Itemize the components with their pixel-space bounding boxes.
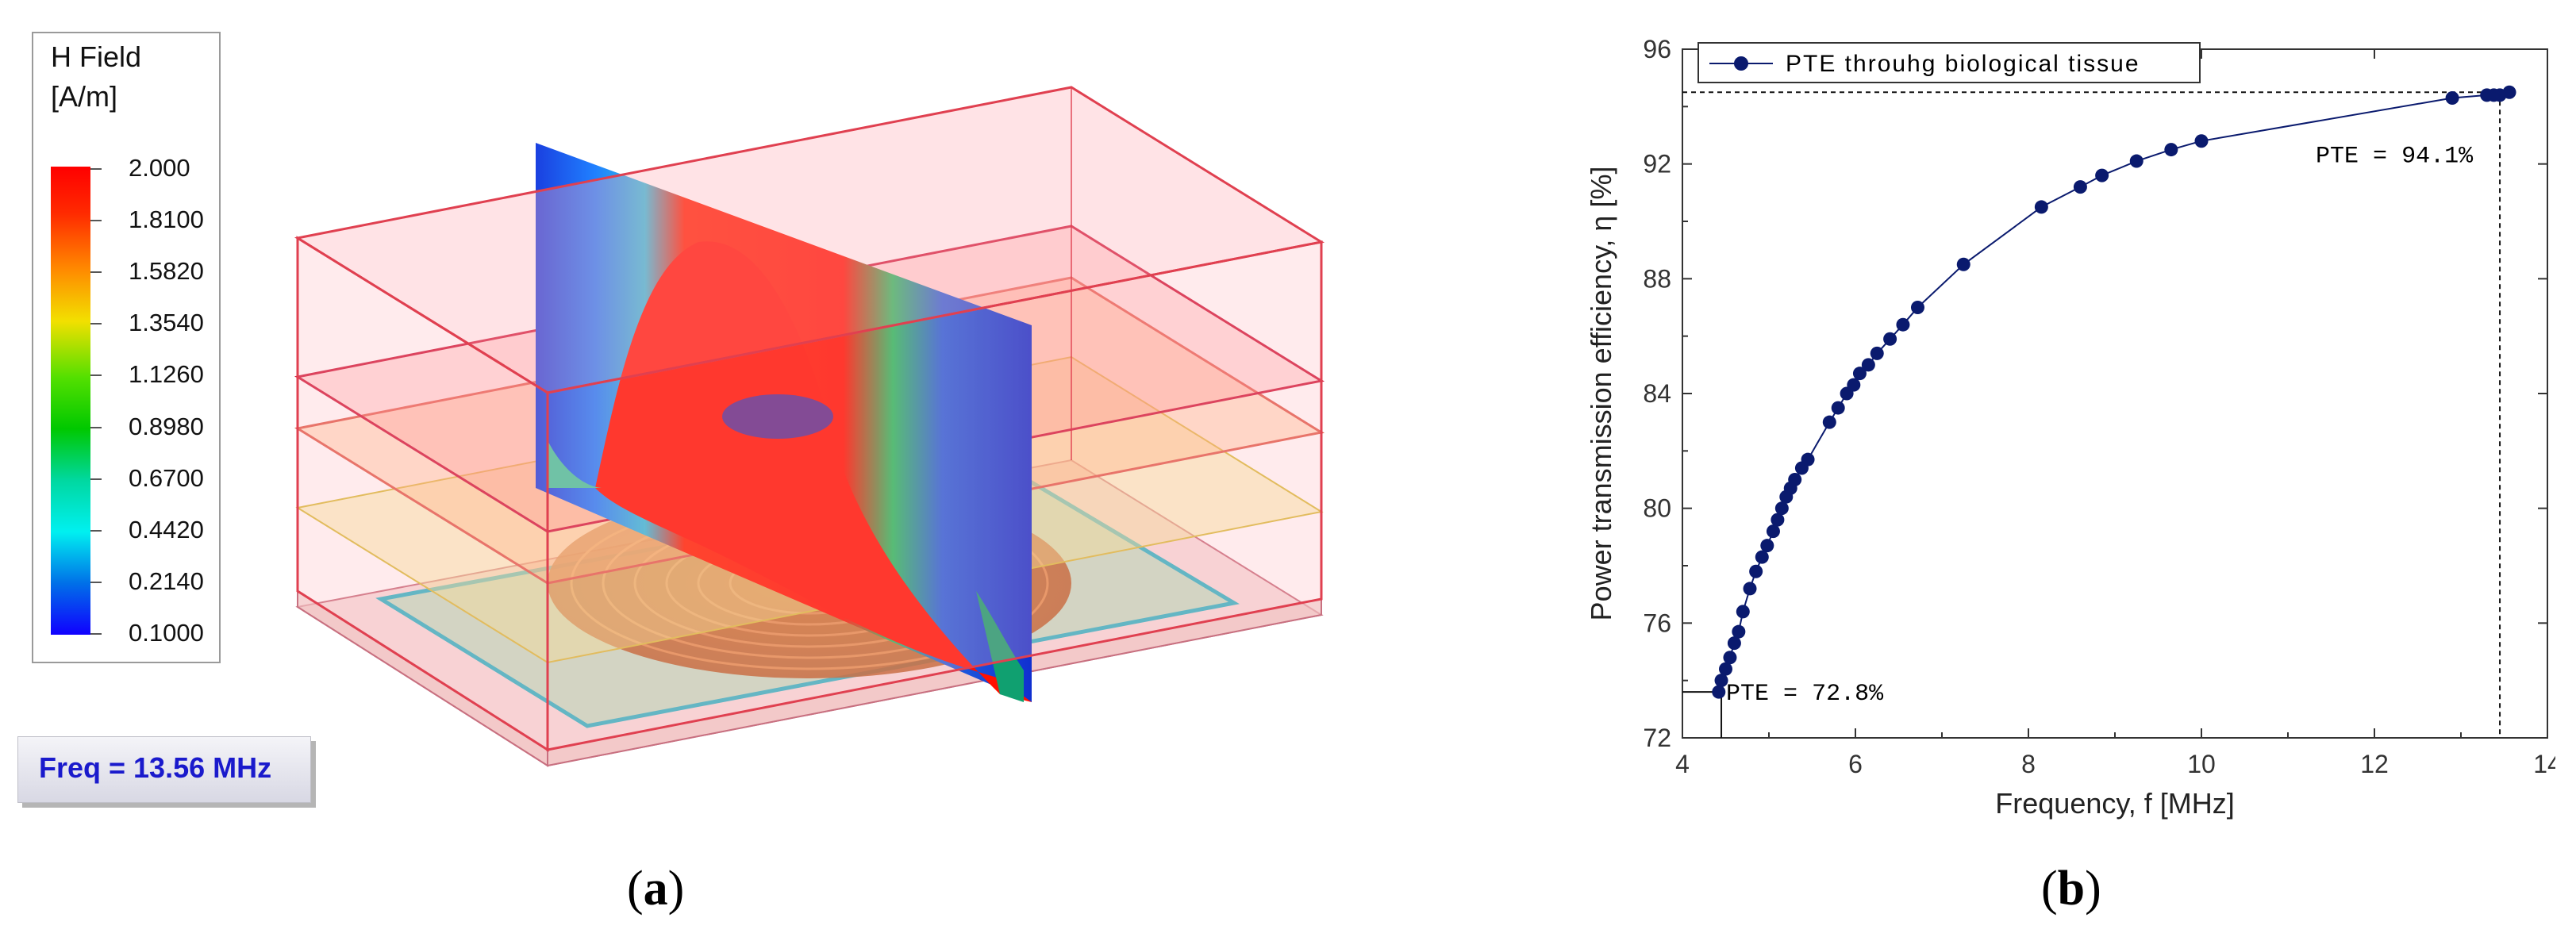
- air-box: [294, 86, 1325, 752]
- x-tick-label: 6: [1848, 750, 1863, 778]
- data-point: [2502, 85, 2516, 99]
- legend-frame: [1697, 42, 2201, 83]
- colorbar-tick-mark: [90, 529, 102, 532]
- annotation-pte-min: PTE = 72.8%: [1726, 681, 1884, 708]
- data-point: [2073, 180, 2087, 194]
- frequency-label: Freq = 13.56 MHz: [39, 751, 272, 784]
- data-point: [1870, 346, 1884, 360]
- data-point: [1956, 257, 1970, 271]
- data-point: [1831, 401, 1845, 415]
- data-point: [1910, 301, 1924, 314]
- colorbar-tick-mark: [90, 478, 102, 480]
- data-point: [2095, 168, 2109, 182]
- data-point: [2164, 143, 2178, 157]
- x-tick-label: 12: [2360, 750, 2389, 778]
- caption-a: (a): [627, 862, 685, 916]
- x-tick-label: 4: [1675, 750, 1690, 778]
- data-point: [1714, 674, 1728, 688]
- colorbar-tick-label: 1.5820: [129, 257, 204, 286]
- data-point: [1883, 332, 1897, 346]
- y-axis-title: Power transmission efficiency, η [%]: [1585, 167, 1617, 621]
- colorbar-tick-label: 0.8980: [129, 412, 204, 440]
- data-point: [1822, 415, 1836, 429]
- data-point: [1766, 524, 1780, 539]
- legend-title: H Field: [51, 40, 142, 73]
- colorbar-tick-mark: [90, 633, 102, 635]
- pte-chart: 4 6 8 10 12 14 72 76 80 84 88 92 96 Frequency, f [MHz…: [1585, 35, 2555, 820]
- x-tick-label: 14: [2533, 750, 2555, 778]
- data-point: [1861, 358, 1875, 372]
- colorbar-tick-label: 0.4420: [129, 515, 204, 543]
- data-point: [2445, 90, 2459, 105]
- data-point: [1771, 513, 1785, 527]
- data-point: [1760, 539, 1774, 553]
- data-point: [1896, 317, 1910, 332]
- frequency-label-box: Freq = 13.56 MHz: [17, 736, 311, 803]
- colorbar-tick-mark: [90, 168, 102, 170]
- colorbar-tick-label: 1.8100: [129, 205, 204, 234]
- colorbar-tick-label: 1.3540: [129, 309, 204, 337]
- colorbar-tick-label: 2.000: [129, 154, 190, 182]
- data-point: [1852, 367, 1867, 381]
- data-point: [1727, 636, 1741, 651]
- data-point: [1712, 685, 1726, 699]
- colorbar-tick-label: 0.6700: [129, 463, 204, 492]
- y-tick-label: 92: [1643, 150, 1671, 179]
- data-point: [1755, 550, 1769, 564]
- legend-marker: [1734, 56, 1748, 71]
- y-tick-label: 80: [1643, 494, 1671, 523]
- x-axis-title: Frequency, f [MHz]: [1995, 787, 2234, 820]
- colorbar-tick-mark: [90, 323, 102, 325]
- data-point: [1749, 564, 1763, 578]
- data-point: [1719, 662, 1732, 676]
- data-point: [2129, 154, 2143, 168]
- annotation-pte-max: PTE = 94.1%: [2316, 143, 2474, 170]
- data-point: [1732, 624, 1746, 639]
- data-point: [1801, 452, 1815, 467]
- colorbar-tick-label: 0.1000: [129, 619, 204, 647]
- y-tick-label: 72: [1643, 724, 1671, 752]
- data-point: [1788, 473, 1802, 486]
- colorbar-tick-mark: [90, 374, 102, 377]
- colorbar-tick-mark: [90, 581, 102, 583]
- data-point: [2194, 134, 2209, 148]
- legend-units: [A/m]: [51, 80, 118, 113]
- h-field-legend: H Field [A/m] 2.000 1.8100 1.5820 1.3540 1.1…: [32, 32, 221, 663]
- y-tick-label: 84: [1643, 379, 1671, 408]
- caption-b: (b): [2041, 862, 2101, 916]
- colorbar-tick-mark: [90, 426, 102, 428]
- series-line: [1717, 91, 2510, 693]
- colorbar-tick-label: 1.1260: [129, 360, 204, 389]
- y-tick-label: 76: [1643, 609, 1671, 637]
- data-point: [1723, 651, 1737, 665]
- data-point: [1743, 582, 1757, 596]
- data-point: [1847, 378, 1861, 392]
- colorbar-tick-mark: [90, 271, 102, 274]
- colorbar-tick-label: 0.2140: [129, 566, 204, 595]
- y-tick-label: 88: [1643, 264, 1671, 293]
- legend-label: PTE throuhg biological tissue: [1786, 51, 2140, 77]
- data-point: [2034, 200, 2048, 214]
- data-point: [1736, 605, 1750, 619]
- field-simulation-3d-view: [294, 86, 1325, 767]
- x-tick-label: 10: [2187, 750, 2216, 778]
- data-point: [1774, 501, 1789, 516]
- field-cut-plane: [536, 143, 1032, 702]
- colorbar-tick-mark: [90, 220, 102, 222]
- x-tick-label: 8: [2021, 750, 2036, 778]
- y-tick-label: 96: [1643, 35, 1671, 63]
- colorbar: [51, 167, 90, 635]
